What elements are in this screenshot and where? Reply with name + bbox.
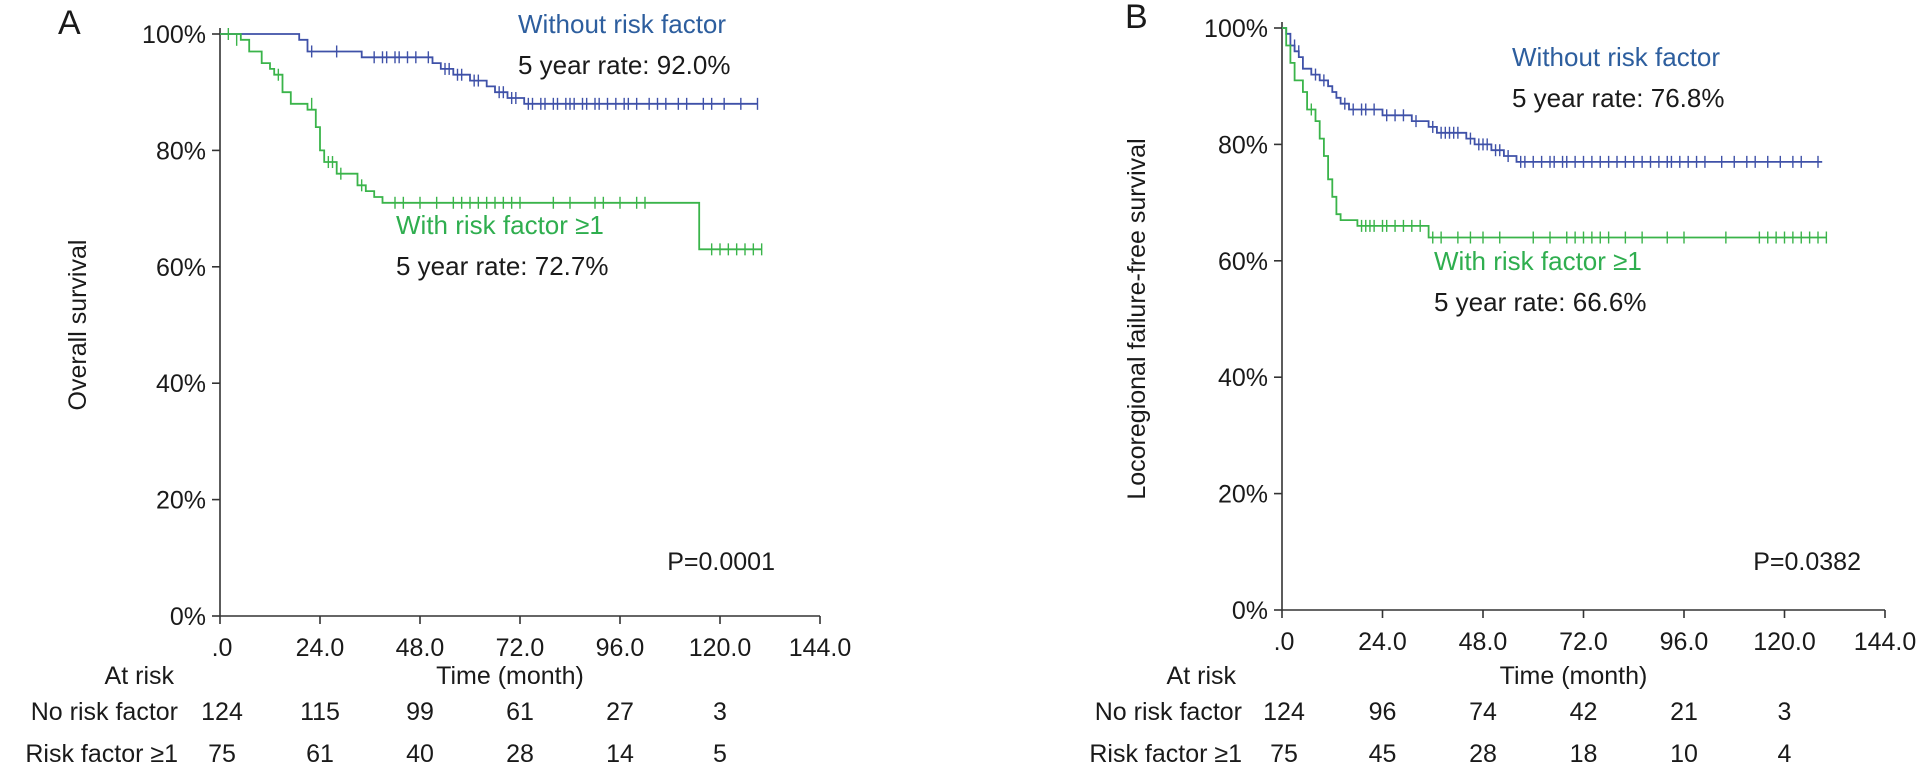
- y-tick-label: 40%: [156, 370, 206, 398]
- at-risk-count: 21: [1670, 698, 1698, 726]
- rate-label-with: 5 year rate: 72.7%: [396, 251, 608, 281]
- at-risk-count: 75: [208, 740, 236, 768]
- y-tick-label: 0%: [1232, 597, 1268, 625]
- y-tick-label: 80%: [156, 137, 206, 165]
- x-tick-label: .0: [1274, 628, 1295, 656]
- series-line-with-risk: [220, 33, 762, 251]
- at-risk-count: 61: [306, 740, 334, 768]
- y-tick-label: 0%: [170, 603, 206, 631]
- y-tick-label: 20%: [156, 487, 206, 515]
- panel-label: A: [58, 4, 81, 42]
- x-tick-label: 72.0: [1559, 628, 1608, 656]
- x-tick-label: 120.0: [1753, 628, 1816, 656]
- at-risk-count: 61: [506, 698, 534, 726]
- at-risk-count: 45: [1369, 740, 1397, 768]
- series-line-without-risk: [220, 33, 758, 105]
- at-risk-count: 3: [713, 698, 727, 726]
- x-tick-label: 24.0: [296, 634, 345, 662]
- survival-chart-a: 0% 20% 40% 60% 80% 100% .0 24.0 48.0 72.0 96.0 120.…: [25, 4, 852, 768]
- group-label-with: With risk factor ≥1: [396, 210, 604, 240]
- x-tick-label: 96.0: [596, 634, 645, 662]
- group-label-without: Without risk factor: [518, 9, 726, 39]
- at-risk-count: 14: [606, 740, 634, 768]
- at-risk-count: 28: [1469, 740, 1497, 768]
- x-tick-label: 144.0: [1854, 628, 1917, 656]
- at-risk-count: 40: [406, 740, 434, 768]
- x-tick-label: 96.0: [1660, 628, 1709, 656]
- x-tick-label: .0: [212, 634, 233, 662]
- x-axis-label: Time (month): [436, 662, 584, 690]
- y-tick-label: 80%: [1218, 131, 1268, 159]
- rate-label-with: 5 year rate: 66.6%: [1434, 287, 1646, 317]
- at-risk-count: 27: [606, 698, 634, 726]
- series-line-with-risk: [1282, 27, 1827, 239]
- at-risk-count: 115: [300, 698, 340, 726]
- p-value: P=0.0001: [667, 548, 775, 576]
- y-tick-label: 100%: [1204, 15, 1268, 43]
- x-axis-label: Time (month): [1500, 662, 1648, 690]
- at-risk-count: 18: [1570, 740, 1598, 768]
- at-risk-count: 28: [506, 740, 534, 768]
- at-risk-count: 124: [201, 698, 243, 726]
- y-tick-label: 60%: [1218, 248, 1268, 276]
- group-label-with: With risk factor ≥1: [1434, 246, 1642, 276]
- y-tick-label: 60%: [156, 254, 206, 282]
- at-risk-count: 124: [1263, 698, 1305, 726]
- y-tick-label: 100%: [142, 21, 206, 49]
- at-risk-count: 74: [1469, 698, 1497, 726]
- panel-label: B: [1125, 0, 1148, 36]
- at-risk-count: 5: [713, 740, 727, 768]
- at-risk-header: At risk: [1167, 662, 1237, 690]
- chart-svg: 0% 20% 40% 60% 80% 100% .0 24.0 48.0 72.0 96.0 120.…: [1089, 0, 1917, 768]
- y-tick-label: 40%: [1218, 364, 1268, 392]
- y-axis-label: Locoregional failure-free survival: [1123, 138, 1151, 499]
- y-tick-label: 20%: [1218, 481, 1268, 509]
- at-risk-row-label: Risk factor ≥1: [1089, 740, 1242, 768]
- at-risk-row-label: No risk factor: [31, 698, 178, 726]
- rate-label-without: 5 year rate: 92.0%: [518, 50, 730, 80]
- at-risk-count: 99: [406, 698, 434, 726]
- at-risk-count: 3: [1778, 698, 1792, 726]
- survival-chart-b: 0% 20% 40% 60% 80% 100% .0 24.0 48.0 72.0 96.0 120.…: [960, 0, 1920, 776]
- at-risk-count: 42: [1570, 698, 1598, 726]
- at-risk-count: 75: [1270, 740, 1298, 768]
- group-label-without: Without risk factor: [1512, 42, 1720, 72]
- at-risk-count: 96: [1369, 698, 1397, 726]
- at-risk-header: At risk: [105, 662, 175, 690]
- at-risk-count: 10: [1670, 740, 1698, 768]
- chart-svg: 0% 20% 40% 60% 80% 100% .0 24.0 48.0 72.0 96.0 120.…: [25, 4, 852, 768]
- at-risk-count: 4: [1778, 740, 1792, 768]
- x-tick-label: 72.0: [496, 634, 545, 662]
- x-tick-label: 24.0: [1358, 628, 1407, 656]
- x-tick-label: 48.0: [396, 634, 445, 662]
- at-risk-row-label: Risk factor ≥1: [25, 740, 178, 768]
- x-tick-label: 144.0: [789, 634, 852, 662]
- x-tick-label: 120.0: [689, 634, 752, 662]
- x-tick-label: 48.0: [1459, 628, 1508, 656]
- p-value: P=0.0382: [1753, 548, 1861, 576]
- y-axis-label: Overall survival: [64, 240, 92, 411]
- at-risk-row-label: No risk factor: [1095, 698, 1242, 726]
- rate-label-without: 5 year rate: 76.8%: [1512, 83, 1724, 113]
